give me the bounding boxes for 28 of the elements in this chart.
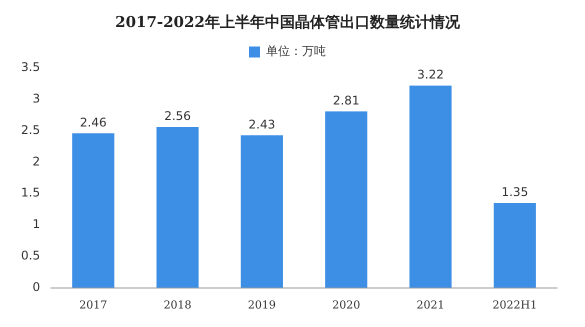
x-tick-label: 2017 (79, 298, 108, 312)
bar (494, 203, 536, 288)
bar (325, 111, 368, 288)
y-tick-label: 1 (32, 217, 40, 232)
data-label: 2.81 (332, 93, 360, 108)
data-label: 2.46 (80, 115, 107, 130)
data-label: 1.35 (501, 185, 528, 200)
y-tick-label: 3.5 (20, 60, 40, 74)
x-tick-label: 2019 (248, 298, 276, 312)
y-tick-label: 3 (32, 92, 40, 106)
y-tick-label: 0.5 (20, 248, 40, 263)
bar (156, 127, 199, 288)
bar (240, 135, 283, 288)
chart-title: 2017-2022年上半年中国晶体管出口数量统计情况 (115, 12, 461, 31)
x-tick-label: 2018 (164, 298, 192, 312)
y-tick-label: 0 (32, 280, 40, 294)
data-label: 2.56 (164, 109, 191, 124)
data-label: 3.22 (417, 68, 444, 82)
x-tick-label: 2022H1 (492, 298, 538, 312)
data-label: 2.43 (248, 117, 276, 132)
y-tick-label: 2 (32, 154, 40, 168)
bar (409, 86, 452, 288)
bar (72, 133, 114, 288)
legend-label: 单位：万吨 (266, 44, 326, 58)
x-tick-label: 2020 (332, 298, 360, 312)
y-tick-label: 2.5 (20, 122, 40, 137)
x-tick-label: 2021 (416, 298, 445, 312)
y-tick-label: 1.5 (20, 186, 40, 200)
